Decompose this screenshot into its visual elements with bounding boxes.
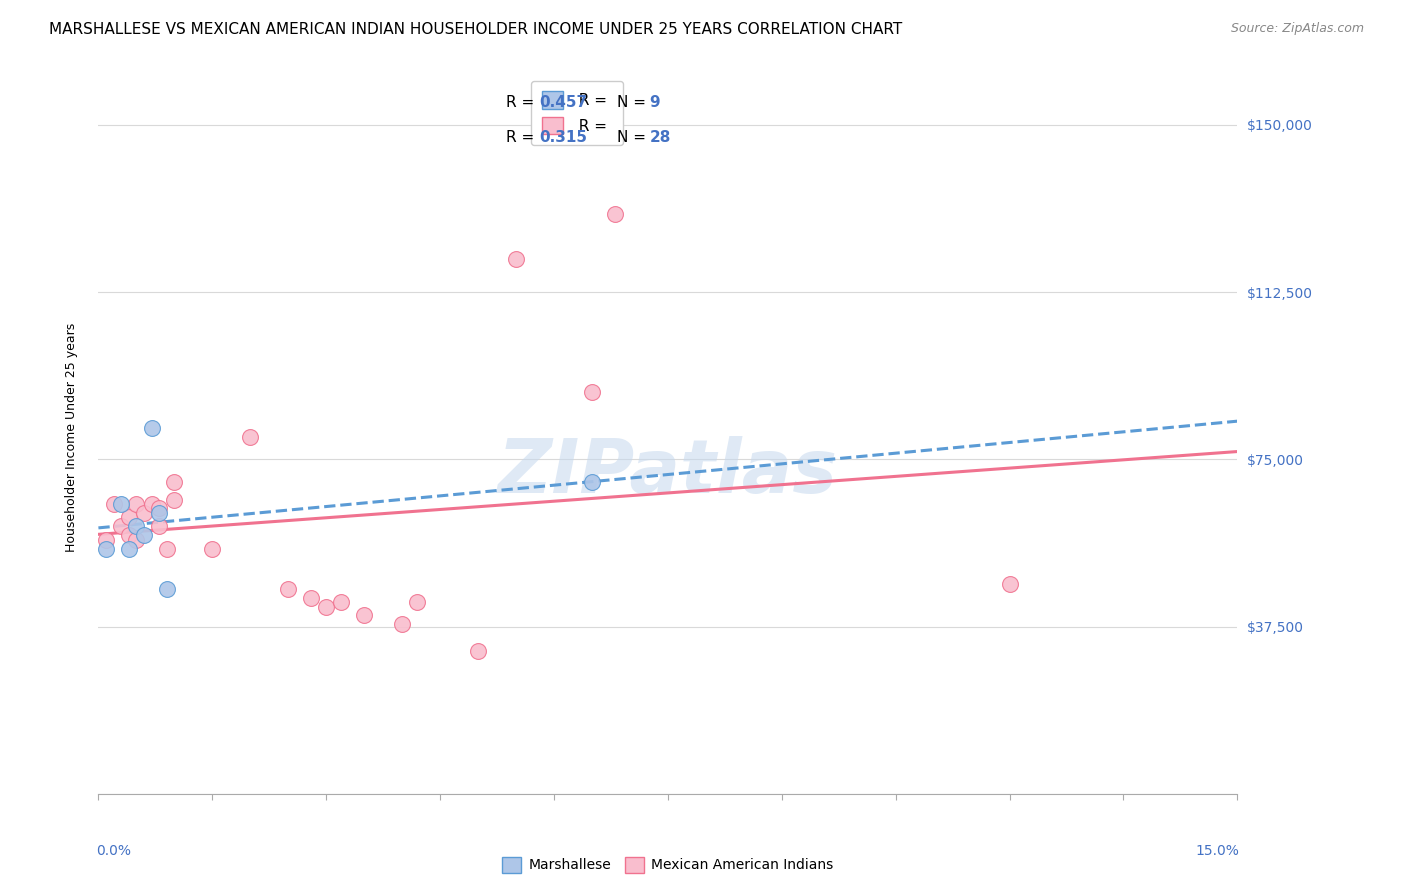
- Point: [132, 528, 155, 542]
- Point: [118, 541, 141, 556]
- Point: [505, 252, 527, 266]
- Point: [141, 497, 163, 511]
- Point: [581, 385, 603, 400]
- Point: [201, 541, 224, 556]
- Legend: Marshallese, Mexican American Indians: Marshallese, Mexican American Indians: [495, 850, 841, 880]
- Point: [603, 207, 626, 221]
- Point: [998, 577, 1021, 591]
- Text: N =: N =: [617, 95, 651, 111]
- Point: [315, 599, 337, 614]
- Point: [391, 617, 413, 632]
- Point: [353, 608, 375, 623]
- Point: [148, 519, 170, 533]
- Point: [163, 475, 186, 489]
- Point: [110, 519, 132, 533]
- Point: [239, 430, 262, 444]
- Point: [103, 497, 125, 511]
- Text: ZIPatlas: ZIPatlas: [498, 436, 838, 509]
- Point: [330, 595, 353, 609]
- Text: R =: R =: [506, 95, 540, 111]
- Point: [277, 582, 299, 596]
- Text: 15.0%: 15.0%: [1195, 844, 1240, 858]
- Text: 0.315: 0.315: [538, 130, 588, 145]
- Text: Source: ZipAtlas.com: Source: ZipAtlas.com: [1230, 22, 1364, 36]
- Point: [110, 497, 132, 511]
- Point: [163, 492, 186, 507]
- Point: [148, 501, 170, 516]
- Point: [94, 541, 117, 556]
- Point: [125, 519, 148, 533]
- Text: 0.457: 0.457: [538, 95, 588, 111]
- Point: [141, 421, 163, 435]
- Point: [148, 506, 170, 520]
- Point: [156, 582, 179, 596]
- Point: [125, 533, 148, 547]
- Text: MARSHALLESE VS MEXICAN AMERICAN INDIAN HOUSEHOLDER INCOME UNDER 25 YEARS CORRELA: MARSHALLESE VS MEXICAN AMERICAN INDIAN H…: [49, 22, 903, 37]
- Point: [581, 475, 603, 489]
- Text: 28: 28: [650, 130, 671, 145]
- Text: N =: N =: [617, 130, 651, 145]
- Point: [156, 541, 179, 556]
- Text: 9: 9: [650, 95, 661, 111]
- Point: [125, 497, 148, 511]
- Text: 0.0%: 0.0%: [96, 844, 131, 858]
- Point: [118, 510, 141, 524]
- Point: [132, 506, 155, 520]
- Point: [467, 644, 489, 658]
- Point: [299, 591, 322, 605]
- Text: R =: R =: [506, 130, 540, 145]
- Point: [406, 595, 429, 609]
- Point: [94, 533, 117, 547]
- Y-axis label: Householder Income Under 25 years: Householder Income Under 25 years: [65, 322, 77, 552]
- Point: [118, 528, 141, 542]
